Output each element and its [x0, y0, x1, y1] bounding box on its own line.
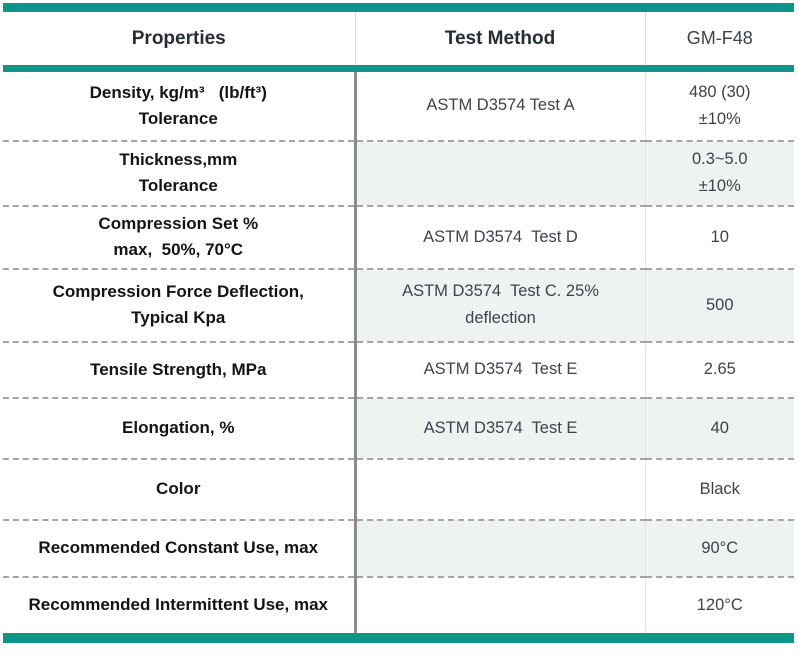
property-line: Compression Force Deflection, — [52, 282, 304, 301]
value-line: 10 — [710, 227, 729, 246]
property-line: Recommended Intermittent Use, max — [28, 595, 328, 614]
property-cell: Tensile Strength, MPa — [3, 340, 357, 398]
value-line: 0.3~5.0 — [691, 150, 748, 168]
test-method-cell: ASTM D3574 Test C. 25% deflection — [355, 267, 646, 342]
header-row: Properties Test Method GM-F48 — [3, 12, 794, 72]
property-cell: Thickness,mm Tolerance — [3, 139, 357, 206]
property-cell: Recommended Constant Use, max — [3, 518, 357, 577]
table-header: Properties Test Method GM-F48 — [3, 12, 794, 72]
property-cell: Density, kg/m³ (lb/ft³) Tolerance — [3, 68, 357, 141]
test-line: ASTM D3574 Test C. 25% — [402, 282, 599, 300]
table-row-density: Density, kg/m³ (lb/ft³) Tolerance ASTM D3… — [3, 68, 794, 141]
value-line: 2.65 — [703, 360, 736, 378]
test-method-cell: ASTM D3574 Test E — [355, 340, 646, 398]
value-cell: 500 — [645, 267, 794, 342]
test-method-cell: ASTM D3574 Test E — [355, 396, 646, 459]
value-cell: 0.3~5.0 ±10% — [645, 139, 794, 206]
property-line: Color — [156, 479, 201, 498]
property-cell: Compression Force Deflection, Typical Kpa — [3, 267, 357, 342]
property-line: Thickness,mm — [119, 150, 238, 169]
test-method-cell: ASTM D3574 Test D — [355, 204, 646, 269]
property-line: Compression Set % — [98, 214, 259, 233]
value-line: 40 — [710, 418, 729, 437]
bottom-accent-bar — [3, 632, 794, 643]
property-line: Typical Kpa — [131, 308, 226, 327]
property-line: max, 50%, 70°C — [113, 240, 244, 259]
value-line: ±10% — [698, 177, 741, 195]
table-row-compression-force-deflection: Compression Force Deflection, Typical Kpa… — [3, 267, 794, 342]
value-cell: Black — [645, 457, 794, 520]
value-cell: 10 — [645, 204, 794, 269]
property-line: Density, kg/m³ (lb/ft³) — [89, 82, 267, 102]
test-method-cell — [355, 575, 646, 633]
property-cell: Elongation, % — [3, 396, 357, 459]
property-line: Elongation, % — [122, 418, 235, 437]
test-line: ASTM D3574 Test E — [423, 418, 578, 437]
table-row-constant-use: Recommended Constant Use, max 90°C — [3, 518, 794, 577]
test-line: ASTM D3574 Test A — [426, 96, 575, 115]
table-row-tensile-strength: Tensile Strength, MPa ASTM D3574 Test E … — [3, 340, 794, 398]
value-line: 480 (30) — [689, 82, 751, 101]
test-line: deflection — [465, 309, 536, 327]
value-cell: 120°C — [645, 575, 794, 633]
value-line: 90°C — [701, 538, 739, 557]
spec-sheet: Properties Test Method GM-F48 Density, k… — [0, 3, 798, 663]
value-cell: 40 — [645, 396, 794, 459]
table-body: Density, kg/m³ (lb/ft³) Tolerance ASTM D3… — [3, 68, 794, 633]
property-line: Tolerance — [138, 108, 218, 128]
column-header-product: GM-F48 — [645, 12, 794, 72]
test-method-cell — [355, 457, 646, 520]
property-line: Tolerance — [138, 176, 218, 195]
property-cell: Color — [3, 457, 357, 520]
table-row-color: Color Black — [3, 457, 794, 520]
properties-table: Properties Test Method GM-F48 Density, k… — [3, 12, 794, 633]
test-line: ASTM D3574 Test D — [423, 227, 578, 246]
table-row-intermittent-use: Recommended Intermittent Use, max 120°C — [3, 575, 794, 633]
value-cell: 480 (30) ±10% — [645, 68, 794, 141]
value-line: 120°C — [696, 595, 743, 614]
value-line: Black — [699, 479, 740, 498]
value-line: 500 — [705, 295, 734, 314]
test-method-cell — [355, 518, 646, 577]
property-line: Recommended Constant Use, max — [38, 538, 319, 557]
table-row-thickness: Thickness,mm Tolerance 0.3~5.0 ±10% — [3, 139, 794, 206]
property-cell: Compression Set % max, 50%, 70°C — [3, 204, 357, 269]
value-cell: 90°C — [645, 518, 794, 577]
test-line: ASTM D3574 Test E — [423, 360, 578, 378]
property-cell: Recommended Intermittent Use, max — [3, 575, 357, 633]
test-method-cell: ASTM D3574 Test A — [355, 68, 646, 141]
table-row-compression-set: Compression Set % max, 50%, 70°C ASTM D35… — [3, 204, 794, 269]
table-row-elongation: Elongation, % ASTM D3574 Test E 40 — [3, 396, 794, 459]
property-line: Tensile Strength, MPa — [90, 359, 267, 379]
value-line: ±10% — [698, 109, 741, 128]
column-header-properties: Properties — [3, 12, 356, 72]
top-accent-bar — [3, 3, 794, 12]
value-cell: 2.65 — [645, 340, 794, 398]
test-method-cell — [355, 139, 646, 206]
column-header-test-method: Test Method — [355, 12, 646, 72]
